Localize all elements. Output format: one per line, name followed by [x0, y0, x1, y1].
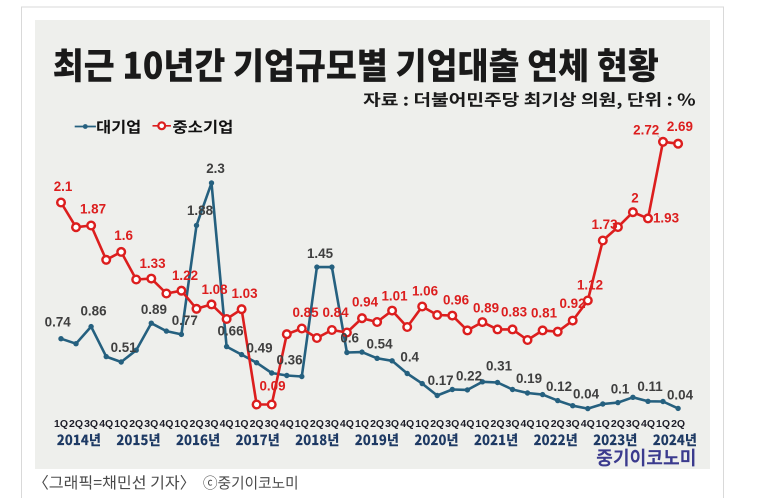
svg-text:3Q: 3Q	[204, 418, 218, 430]
svg-text:0.74: 0.74	[45, 315, 72, 330]
svg-text:1Q: 1Q	[596, 418, 610, 430]
svg-text:2Q: 2Q	[430, 418, 444, 430]
svg-text:0.09: 0.09	[259, 379, 285, 394]
svg-text:1.12: 1.12	[577, 278, 603, 293]
svg-text:2Q: 2Q	[611, 418, 625, 430]
svg-text:0.49: 0.49	[246, 341, 272, 356]
svg-text:0.22: 0.22	[456, 369, 482, 384]
svg-text:1.01: 1.01	[381, 289, 408, 304]
svg-text:2: 2	[631, 191, 638, 206]
svg-text:4Q: 4Q	[220, 418, 234, 430]
svg-text:3Q: 3Q	[84, 418, 98, 430]
svg-text:1.87: 1.87	[80, 202, 106, 217]
svg-text:3Q: 3Q	[505, 418, 519, 430]
svg-text:0.51: 0.51	[111, 340, 138, 355]
svg-text:2Q: 2Q	[189, 418, 203, 430]
svg-text:1Q: 1Q	[415, 418, 429, 430]
svg-text:2Q: 2Q	[69, 418, 83, 430]
svg-text:3Q: 3Q	[325, 418, 339, 430]
svg-text:0.36: 0.36	[276, 353, 302, 368]
svg-text:1.6: 1.6	[114, 228, 133, 243]
svg-text:1Q: 1Q	[174, 418, 188, 430]
svg-text:2.1: 2.1	[54, 179, 73, 194]
svg-text:4Q: 4Q	[159, 418, 173, 430]
svg-text:1Q: 1Q	[536, 418, 550, 430]
svg-text:0.19: 0.19	[516, 371, 542, 386]
svg-text:1.06: 1.06	[412, 284, 438, 299]
svg-text:0.92: 0.92	[559, 296, 585, 311]
svg-text:0.12: 0.12	[546, 379, 572, 394]
svg-text:1Q: 1Q	[114, 418, 128, 430]
svg-text:4Q: 4Q	[99, 418, 113, 430]
svg-text:1Q: 1Q	[656, 418, 670, 430]
svg-text:2.69: 2.69	[667, 119, 693, 134]
svg-text:0.89: 0.89	[141, 302, 167, 317]
svg-text:1Q: 1Q	[475, 418, 489, 430]
svg-text:3Q: 3Q	[265, 418, 279, 430]
svg-text:0.31: 0.31	[486, 359, 513, 374]
svg-text:1Q: 1Q	[54, 418, 68, 430]
svg-text:1.45: 1.45	[307, 246, 334, 261]
svg-text:0.96: 0.96	[443, 293, 469, 308]
svg-text:2Q: 2Q	[250, 418, 264, 430]
svg-text:3Q: 3Q	[385, 418, 399, 430]
svg-text:1Q: 1Q	[235, 418, 249, 430]
svg-text:0.04: 0.04	[573, 387, 600, 402]
svg-text:2Q: 2Q	[310, 418, 324, 430]
svg-text:2.3: 2.3	[206, 161, 225, 176]
svg-text:4Q: 4Q	[520, 418, 534, 430]
svg-text:0.11: 0.11	[637, 379, 663, 394]
svg-text:0.4: 0.4	[400, 350, 419, 365]
svg-text:0.17: 0.17	[428, 373, 454, 388]
svg-text:1.73: 1.73	[591, 217, 617, 232]
svg-text:0.84: 0.84	[322, 305, 349, 320]
svg-text:0.54: 0.54	[366, 337, 393, 352]
svg-text:0.1: 0.1	[611, 382, 630, 397]
svg-text:0.04: 0.04	[667, 388, 694, 403]
svg-text:0.83: 0.83	[501, 305, 527, 320]
svg-text:2.72: 2.72	[633, 123, 659, 138]
svg-text:0.94: 0.94	[352, 295, 379, 310]
svg-text:2Q: 2Q	[490, 418, 504, 430]
svg-text:2Q: 2Q	[551, 418, 565, 430]
svg-text:1Q: 1Q	[295, 418, 309, 430]
svg-text:1.93: 1.93	[653, 211, 679, 226]
svg-text:1.22: 1.22	[172, 268, 198, 283]
svg-text:0.6: 0.6	[340, 331, 359, 346]
svg-text:0.89: 0.89	[473, 300, 499, 315]
svg-text:1Q: 1Q	[355, 418, 369, 430]
svg-text:4Q: 4Q	[641, 418, 655, 430]
svg-text:3Q: 3Q	[445, 418, 459, 430]
svg-text:0.86: 0.86	[80, 303, 106, 318]
svg-text:3Q: 3Q	[626, 418, 640, 430]
svg-text:2Q: 2Q	[129, 418, 143, 430]
svg-text:1.08: 1.08	[201, 282, 228, 297]
svg-text:0.81: 0.81	[531, 306, 558, 321]
svg-text:3Q: 3Q	[566, 418, 580, 430]
svg-text:2Q: 2Q	[370, 418, 384, 430]
svg-text:4Q: 4Q	[581, 418, 595, 430]
svg-text:0.66: 0.66	[217, 324, 243, 339]
svg-text:2Q: 2Q	[671, 418, 685, 430]
svg-text:4Q: 4Q	[280, 418, 294, 430]
svg-text:0.77: 0.77	[172, 313, 198, 328]
svg-text:1.88: 1.88	[187, 203, 214, 218]
svg-text:1.03: 1.03	[231, 286, 257, 301]
svg-text:1.33: 1.33	[139, 256, 165, 271]
svg-text:4Q: 4Q	[460, 418, 474, 430]
svg-text:4Q: 4Q	[340, 418, 354, 430]
svg-text:3Q: 3Q	[144, 418, 158, 430]
svg-text:0.85: 0.85	[292, 305, 319, 320]
svg-text:4Q: 4Q	[400, 418, 414, 430]
